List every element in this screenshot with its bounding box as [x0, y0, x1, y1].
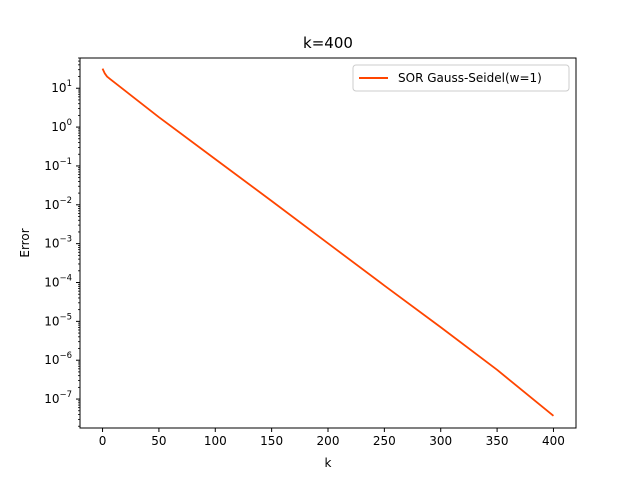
y-tick-label: 101 — [51, 79, 72, 95]
x-tick-label: 250 — [373, 434, 396, 448]
y-tick-label: 100 — [51, 118, 72, 134]
x-axis-label: k — [325, 456, 332, 470]
series-line — [101, 68, 555, 417]
x-tick-label: 400 — [542, 434, 565, 448]
y-tick-label: 10−1 — [44, 157, 72, 173]
x-tick-label: 200 — [317, 434, 340, 448]
x-tick-label: 0 — [99, 434, 107, 448]
legend: SOR Gauss-Seidel(w=1) — [352, 64, 570, 92]
series-layer — [101, 68, 555, 417]
y-tick-label: 10−6 — [44, 351, 72, 367]
x-tick-label: 100 — [204, 434, 227, 448]
x-tick-label: 150 — [260, 434, 283, 448]
y-tick-label: 10−3 — [44, 235, 72, 251]
legend-box — [352, 64, 570, 92]
x-tick-label: 350 — [486, 434, 509, 448]
y-tick-label: 10−7 — [44, 390, 72, 406]
y-axis-label: Error — [18, 228, 32, 257]
y-tick-label: 10−5 — [44, 312, 72, 328]
legend-label: SOR Gauss-Seidel(w=1) — [398, 71, 542, 85]
chart-title: k=400 — [303, 34, 353, 52]
x-tick-label: 50 — [151, 434, 166, 448]
ticks-layer: 0 50 100 150 200 250 300 350 400 101 100 10−1 10−2 10… — [44, 57, 565, 448]
x-tick-label: 300 — [429, 434, 452, 448]
y-tick-label: 10−2 — [44, 196, 72, 212]
plot-frame — [79, 57, 577, 429]
y-tick-label: 10−4 — [44, 274, 72, 290]
